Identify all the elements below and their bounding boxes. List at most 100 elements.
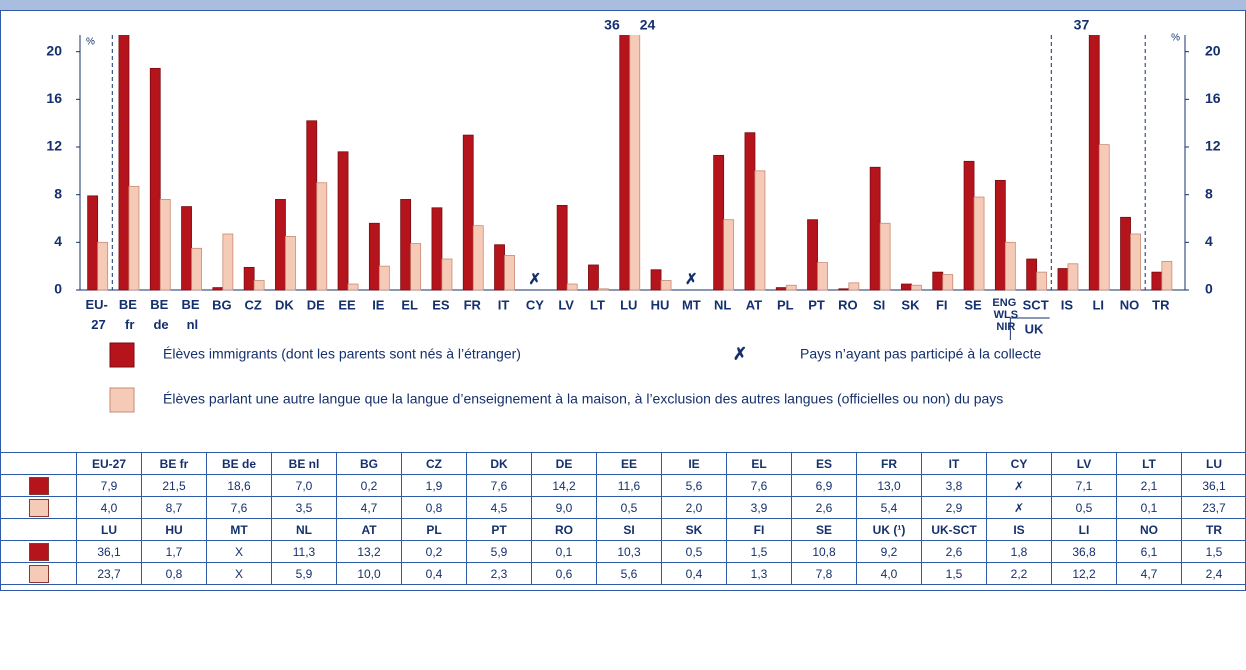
bar <box>1004 241 1016 291</box>
header-cell: RO <box>531 518 597 541</box>
bar <box>1120 216 1131 291</box>
y2-tick-label: 20 <box>1205 42 1221 58</box>
x-tick-label: CZ <box>244 297 261 312</box>
data-cell: 21,5 <box>141 474 207 497</box>
data-cell: 12,2 <box>1051 562 1117 585</box>
data-cell: 2,3 <box>466 562 532 585</box>
header-cell: BE fr <box>141 452 207 475</box>
bar <box>181 206 192 291</box>
bar <box>97 241 109 291</box>
bar <box>504 255 515 291</box>
header-cell: PL <box>401 518 467 541</box>
header-cell: CY <box>986 452 1052 475</box>
data-cell: 1,9 <box>401 474 467 497</box>
header-cell: SK <box>661 518 727 541</box>
header-cell: CZ <box>401 452 467 475</box>
header-cell: DK <box>466 452 532 475</box>
data-cell: 3,8 <box>921 474 987 497</box>
x-tick-label: NO <box>1120 297 1140 312</box>
header-cell: BE de <box>206 452 272 475</box>
data-cell: 14,2 <box>531 474 597 497</box>
data-cell: 18,6 <box>206 474 272 497</box>
data-cell: X <box>206 562 272 585</box>
data-cell: 10,0 <box>336 562 402 585</box>
data-row: 36,1 1,7 X 11,3 13,2 0,2 5,9 0,1 10,3 0,5 1,5 10,8 9… <box>0 540 1246 563</box>
bar <box>1088 35 1100 291</box>
x-tick-label: NL <box>714 297 731 312</box>
header-cell: EL <box>726 452 792 475</box>
x-tick-label: IT <box>498 297 510 312</box>
header-cell: DE <box>531 452 597 475</box>
data-cell: 2,1 <box>1116 474 1182 497</box>
bar <box>431 207 443 291</box>
x-tick-label: BE fr <box>119 297 137 332</box>
data-cell: 4,5 <box>466 496 532 519</box>
data-cell: 1,5 <box>1181 540 1246 563</box>
x-tick-label: EL <box>401 297 418 312</box>
bar <box>932 271 944 291</box>
row-swatch <box>28 498 49 517</box>
data-cell: 5,6 <box>596 562 662 585</box>
header-cell: LU <box>76 518 142 541</box>
data-cell: X <box>206 540 272 563</box>
data-cell: 4,7 <box>1116 562 1182 585</box>
bar <box>1057 268 1069 291</box>
data-cell: 7,9 <box>76 474 142 497</box>
bar <box>785 284 797 291</box>
header-cell: SI <box>596 518 662 541</box>
data-cell: ✗ <box>986 474 1052 497</box>
bar <box>994 179 1006 291</box>
bar <box>118 35 130 291</box>
x-tick-label: IS <box>1061 297 1074 312</box>
data-cell: 0,8 <box>141 562 207 585</box>
header-cell: FI <box>726 518 792 541</box>
x-tick-label: ENG WLS NIR <box>991 297 1019 333</box>
swatch-cell <box>0 474 77 497</box>
y2-tick-label: 16 <box>1205 90 1221 106</box>
bar <box>869 166 881 291</box>
group-label: UK <box>1025 321 1044 336</box>
x-tick-label: DK <box>275 297 294 312</box>
data-cell: 2,6 <box>921 540 987 563</box>
data-row: 7,9 21,5 18,6 7,0 0,2 1,9 7,6 14,2 11,6 5,6 7,6 6,9… <box>0 474 1246 497</box>
data-cell: ✗ <box>986 496 1052 519</box>
data-cell: 0,5 <box>596 496 662 519</box>
header-band <box>0 0 1246 10</box>
data-cell: 0,2 <box>401 540 467 563</box>
header-cell: PT <box>466 518 532 541</box>
data-cell: 7,6 <box>206 496 272 519</box>
data-cell: 0,6 <box>531 562 597 585</box>
y2-tick-label: 8 <box>1205 185 1213 201</box>
legend-label: Élèves immigrants (dont les parents sont… <box>163 346 521 362</box>
header-cell: IS <box>986 518 1052 541</box>
header-cell: BE nl <box>271 452 337 475</box>
bar <box>494 244 505 291</box>
x-tick-label: BE nl <box>182 297 200 332</box>
bar <box>598 288 609 291</box>
data-cell: 4,0 <box>856 562 922 585</box>
data-cell: 1,8 <box>986 540 1052 563</box>
y-tick-label: 0 <box>54 281 62 297</box>
y2-tick-label: 4 <box>1205 233 1213 249</box>
bar <box>848 282 860 291</box>
header-cell: IE <box>661 452 727 475</box>
data-cell: 0,5 <box>661 540 727 563</box>
legend-swatch <box>109 342 135 368</box>
y-tick-label: 8 <box>54 185 62 201</box>
bar <box>713 154 725 291</box>
header-cell: UK (¹) <box>856 518 922 541</box>
x-tick-label: SI <box>873 297 885 312</box>
bar <box>128 185 140 291</box>
data-row: 23,7 0,8 X 5,9 10,0 0,4 2,3 0,6 5,6 0,4 1,3 7,8 4,0 1… <box>0 562 1246 585</box>
bar <box>754 170 766 291</box>
value-label: 24 <box>640 17 656 33</box>
bar <box>1161 261 1173 291</box>
corner-cell <box>0 452 77 475</box>
x-tick-label: EE <box>338 297 356 312</box>
x-tick-label: FR <box>464 297 482 312</box>
header-cell: LT <box>1116 452 1182 475</box>
bar <box>723 219 735 291</box>
data-cell: 36,8 <box>1051 540 1117 563</box>
